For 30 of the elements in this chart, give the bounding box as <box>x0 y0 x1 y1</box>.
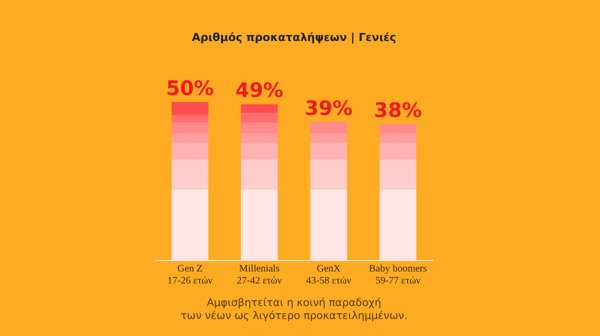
annotation: 38% <box>374 98 422 122</box>
bar <box>172 115 208 123</box>
bar <box>310 142 348 160</box>
bar <box>380 133 416 143</box>
bar <box>172 122 208 134</box>
bar <box>380 124 416 134</box>
bar <box>240 104 278 113</box>
x-tick-label: Baby boomers 59-77 ετών <box>368 264 428 286</box>
annotation: 39% <box>304 96 353 120</box>
text: 50% <box>166 76 214 100</box>
bar <box>172 142 208 160</box>
chart-title: Αριθμός προκαταλήψεων | Γενιές <box>192 31 396 44</box>
bar <box>172 102 208 116</box>
x-tick-label: Millenials 27-42 ετών <box>236 264 282 286</box>
bar <box>172 133 208 143</box>
bar <box>172 159 208 190</box>
bar <box>240 159 278 190</box>
bar <box>240 112 278 123</box>
text: Αμφισβητείται η κοινή παραδοχή των νέων ως λιγότερο προκατειλημμένων. <box>180 297 408 322</box>
x-tick-label: GenX 43-58 ετών <box>306 264 352 286</box>
bar <box>380 159 416 190</box>
bar <box>240 133 278 143</box>
bar <box>310 133 348 143</box>
bar <box>310 122 348 134</box>
bar <box>380 142 416 160</box>
annotation: 49% <box>235 78 284 102</box>
bar <box>310 159 348 190</box>
bar <box>240 122 278 134</box>
bar <box>240 142 278 160</box>
x-tick-label: Gen Z 17-26 ετών <box>167 264 214 286</box>
